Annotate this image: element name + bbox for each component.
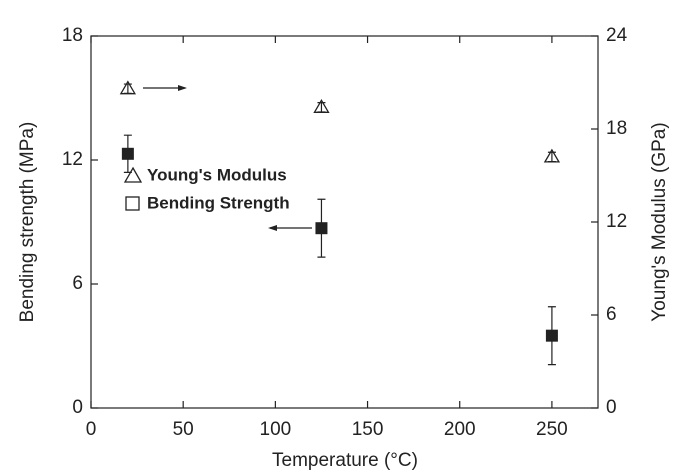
legend-symbol <box>125 196 140 211</box>
square-marker <box>315 222 328 235</box>
x-axis-label: Temperature (°C) <box>272 450 418 471</box>
y2-tick-label: 24 <box>606 25 628 46</box>
y-tick-label: 0 <box>72 397 83 418</box>
y-tick-label: 6 <box>72 273 83 294</box>
x-tick-label: 50 <box>173 419 194 440</box>
y-axis-label: Bending strength (MPa) <box>17 122 38 323</box>
y-tick-label: 12 <box>62 149 83 170</box>
square-marker <box>545 329 558 342</box>
square-marker <box>121 147 134 160</box>
x-tick-label: 150 <box>352 419 384 440</box>
triangle-marker <box>543 148 561 163</box>
legend-label: Bending Strength <box>147 193 290 212</box>
y2-axis-label: Young's Modulus (GPa) <box>649 122 670 321</box>
legend-label: Young's Modulus <box>147 165 287 184</box>
x-tick-label: 250 <box>536 419 568 440</box>
arrow-head <box>178 85 187 91</box>
triangle-marker <box>119 80 137 95</box>
y2-tick-label: 12 <box>606 211 627 232</box>
x-tick-label: 100 <box>260 419 292 440</box>
annotation-arrows <box>143 85 312 231</box>
legend-symbol <box>123 166 143 183</box>
plot-frame <box>90 35 599 409</box>
x-tick-label: 0 <box>86 419 97 440</box>
y2-tick-label: 0 <box>606 397 617 418</box>
y-tick-label: 18 <box>62 25 83 46</box>
y2-tick-label: 18 <box>606 118 627 139</box>
arrow-head <box>268 225 277 231</box>
x-tick-label: 200 <box>444 419 476 440</box>
y2-tick-label: 6 <box>606 304 617 325</box>
triangle-marker <box>313 99 330 113</box>
